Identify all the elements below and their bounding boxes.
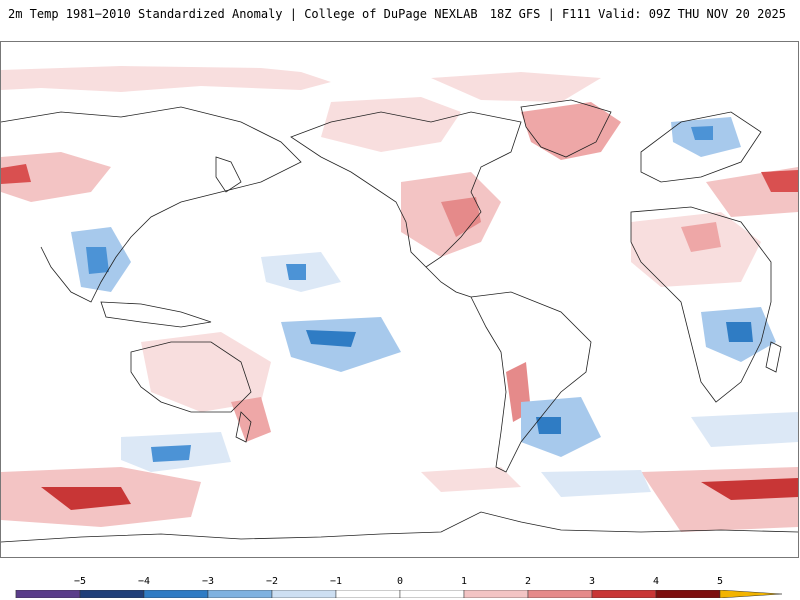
header: 2m Temp 1981−2010 Standardized Anomaly |… bbox=[0, 0, 800, 28]
warm-region-south-ocean-east bbox=[641, 467, 798, 532]
coast-greenland bbox=[520, 99, 612, 158]
colorbar-tick-label: 3 bbox=[588, 576, 596, 587]
coast-europe bbox=[640, 111, 762, 183]
colorbar-tick-label: 4 bbox=[652, 576, 660, 587]
cool-region-antarctic-coast bbox=[541, 470, 651, 497]
warm-region-greenland bbox=[521, 102, 621, 160]
warm-region-eurasia-core bbox=[761, 170, 798, 192]
cool-region-south-atlantic-core bbox=[536, 417, 561, 434]
map-svg bbox=[1, 66, 798, 543]
colorbar-tick-label: 5 bbox=[716, 576, 724, 587]
cool-region-south-pacific-core bbox=[306, 330, 356, 347]
warm-region-sahara bbox=[681, 222, 721, 252]
warm-region-westasia bbox=[1, 152, 111, 202]
anomaly-color-legend: −5 −4 −3 −2 −1 0 1 2 3 4 5 bbox=[0, 570, 800, 600]
colorbar-segment bbox=[271, 590, 337, 598]
warm-region-westasia-core bbox=[1, 164, 31, 184]
warm-region-south-pacific bbox=[421, 467, 521, 492]
warm-region-canada bbox=[321, 97, 461, 152]
colorbar-segment bbox=[399, 590, 465, 598]
colorbar-svg bbox=[15, 590, 783, 598]
colorbar-tick-label: −4 bbox=[137, 576, 151, 587]
coast-australia bbox=[130, 341, 252, 413]
cool-region-central-pacific-core bbox=[286, 264, 306, 280]
warm-anomaly-layer bbox=[1, 66, 798, 532]
cool-region-southern-ocean-core bbox=[151, 445, 191, 462]
coast-antarctica bbox=[1, 511, 798, 543]
colorbar-extend-high bbox=[719, 590, 783, 598]
coast-north-america bbox=[290, 111, 522, 268]
model-run-valid-time: 18Z GFS | F111 Valid: 09Z THU NOV 20 202… bbox=[489, 7, 786, 21]
cool-region-scandinavia-core bbox=[691, 126, 713, 140]
colorbar-segment bbox=[207, 590, 273, 598]
coastlines bbox=[1, 99, 798, 543]
colorbar-segment bbox=[79, 590, 145, 598]
cool-region-east-africa-core bbox=[726, 322, 753, 342]
coast-central-america bbox=[425, 266, 472, 298]
coast-asia-pacific bbox=[1, 106, 302, 303]
warm-region-australia bbox=[141, 332, 271, 412]
coast-africa bbox=[630, 206, 772, 403]
colorbar-segment bbox=[591, 590, 657, 598]
coast-japan bbox=[215, 156, 242, 193]
warm-region-new-zealand bbox=[231, 397, 271, 442]
product-title: 2m Temp 1981−2010 Standardized Anomaly |… bbox=[8, 7, 478, 21]
warm-region-south-ocean-east-core bbox=[701, 478, 798, 500]
colorbar-segments bbox=[15, 590, 783, 598]
colorbar-segment bbox=[335, 590, 401, 598]
colorbar-tick-label: 0 bbox=[396, 576, 404, 587]
cool-anomaly-layer bbox=[71, 117, 798, 497]
warm-region-south-ocean-core bbox=[41, 487, 131, 510]
coast-maritime-continent bbox=[100, 301, 212, 328]
colorbar-segment bbox=[15, 590, 81, 598]
warm-region-arctic-east bbox=[431, 72, 601, 102]
colorbar-segment bbox=[143, 590, 209, 598]
colorbar-tick-label: 2 bbox=[524, 576, 532, 587]
colorbar-tick-label: −2 bbox=[265, 576, 279, 587]
coast-new-zealand bbox=[235, 411, 252, 443]
coast-south-america bbox=[470, 291, 592, 473]
cool-region-southeast-asia-core bbox=[86, 247, 109, 274]
colorbar-tick-label: −5 bbox=[73, 576, 87, 587]
colorbar-tick-label: −3 bbox=[201, 576, 215, 587]
colorbar-tick-label: −1 bbox=[329, 576, 343, 587]
colorbar-segment bbox=[655, 590, 721, 598]
colorbar-tick-label: 1 bbox=[460, 576, 468, 587]
warm-region-us-core bbox=[441, 197, 481, 237]
warm-region-arctic bbox=[1, 66, 331, 92]
cool-region-indian-ocean bbox=[691, 412, 798, 447]
colorbar-segment bbox=[463, 590, 529, 598]
colorbar-segment bbox=[527, 590, 593, 598]
anomaly-map bbox=[0, 41, 799, 558]
coast-madagascar bbox=[765, 341, 782, 373]
